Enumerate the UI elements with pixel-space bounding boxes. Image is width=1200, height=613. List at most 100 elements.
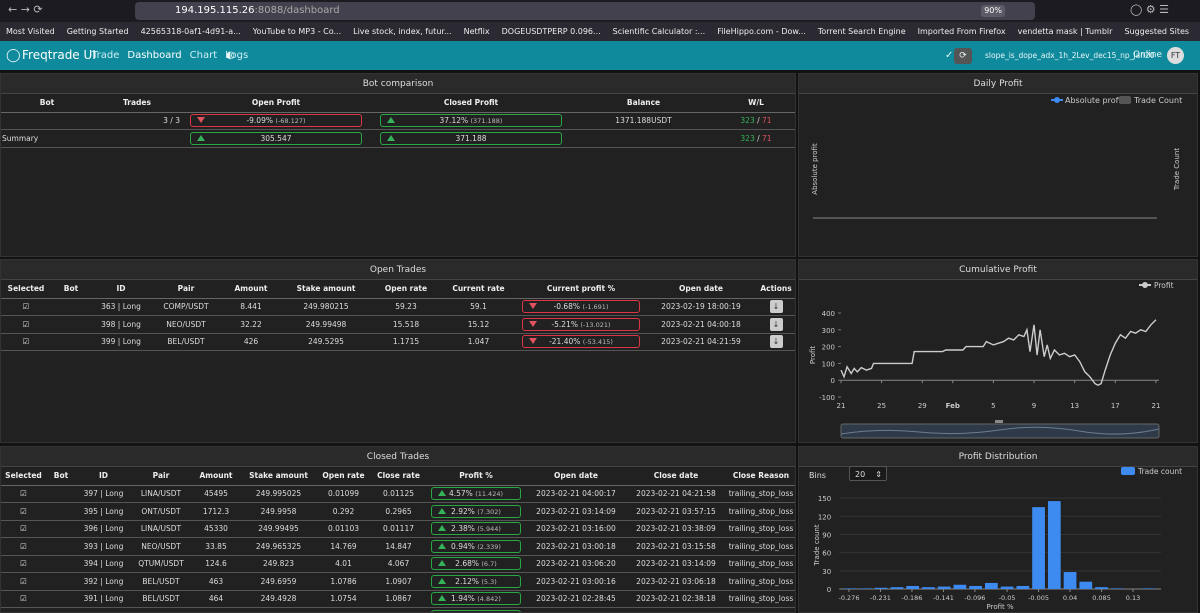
column-header: Open date [646, 280, 756, 299]
bookmark[interactable]: vendetta mask | Tumblr [1017, 27, 1113, 36]
y-tick-label: 150 [818, 495, 831, 503]
select-checkbox[interactable]: ☑ [1, 502, 46, 521]
nav-link[interactable]: Logs [225, 50, 249, 61]
wl-cell: 323 / 71 [716, 129, 795, 148]
bot-cell [46, 572, 76, 591]
trade-cell: 398 | Long [91, 315, 151, 334]
bookmark[interactable]: Getting Started [66, 27, 129, 36]
brand[interactable]: Freqtrade UI [22, 48, 96, 62]
refresh-button[interactable]: ⟳ [954, 48, 972, 64]
x-tick-label: 29 [918, 402, 927, 410]
column-header: ID [91, 280, 151, 299]
bookmark[interactable]: YouTube to MP3 - Co... [252, 27, 342, 36]
select-checkbox[interactable]: ☑ [1, 485, 46, 503]
column-header: Bot [51, 280, 91, 299]
select-checkbox[interactable]: ☑ [1, 298, 51, 316]
bookmark[interactable]: 42565318-0af1-4d91-a... [140, 27, 241, 36]
profit-badge: 305.547 [189, 131, 363, 145]
nav-buttons[interactable]: ← → ⟳ [8, 3, 43, 16]
select-checkbox[interactable]: ☑ [1, 572, 46, 591]
select-checkbox[interactable]: ☑ [1, 315, 51, 334]
actions-cell: ↓ [756, 298, 795, 316]
trade-cell: trailing_stop_loss [726, 555, 795, 573]
bookmark[interactable]: Most Visited [6, 27, 55, 36]
trade-cell: 426 [221, 333, 281, 351]
column-header: Close Reason [726, 467, 795, 486]
trade-cell: 14.769 [316, 537, 371, 556]
trade-cell: trailing_stop_loss [726, 502, 795, 521]
bookmark[interactable]: Live stock, index, futur... [353, 27, 452, 36]
profit-pct: 0.94% [451, 541, 475, 551]
bookmark[interactable]: Netflix [463, 27, 490, 36]
histogram-bar [843, 588, 857, 589]
profit-cell: 2.38% (5.944) [426, 520, 526, 538]
bookmark[interactable]: DOGEUSDTPERP 0.096... [501, 27, 601, 36]
open-trades-panel: Open Trades Selected Bot ID Pair Amount Stake… [0, 259, 796, 443]
trade-cell: 2023-02-21 03:15:58 [626, 537, 726, 556]
profit-pct: -21.40% [549, 337, 581, 347]
select-checkbox[interactable]: ☑ [1, 607, 46, 612]
open-profit-cell: -9.09% (-68.127) [181, 112, 371, 130]
select-checkbox[interactable]: ☑ [1, 333, 51, 351]
nav-link[interactable]: Chart [189, 50, 218, 61]
select-checkbox[interactable]: ☑ [1, 520, 46, 538]
panel-title: Profit Distribution [799, 447, 1197, 467]
y-tick-label: 400 [822, 310, 835, 318]
bookmark[interactable]: Torrent Search Engine [817, 27, 906, 36]
trade-cell: 1.0907 [371, 572, 426, 591]
trade-cell: 2023-02-21 04:00:17 [526, 485, 626, 503]
profit-badge: 0.94% (2.339) [430, 539, 522, 553]
profit-cell: 2.92% (7.302) [426, 502, 526, 521]
zoom-slider[interactable] [840, 423, 1160, 439]
trade-row: ☑ 363 | Long COMP/USDT 8.441 249.980215 59.23… [1, 298, 795, 316]
bookmark[interactable]: FileHippo.com - Dow... [717, 27, 806, 36]
zoom[interactable]: 90% [981, 5, 1005, 17]
trades-cell [93, 129, 181, 148]
y-tick-label: 120 [818, 513, 831, 521]
x-axis-label: Profit % [987, 603, 1014, 611]
bins-select[interactable]: 20 ⇕ [849, 466, 887, 481]
bot-row: 3 / 3 -9.09% (-68.127) 37.12% (371.188) 137… [1, 112, 795, 130]
losses: 71 [762, 116, 772, 126]
nav-link[interactable]: Trade [92, 50, 120, 61]
action-button[interactable]: ↓ [769, 300, 783, 314]
trade-cell: 8.441 [221, 298, 281, 316]
profit-cell: -5.21% (-13.021) [516, 315, 646, 334]
losses: 71 [762, 133, 772, 143]
nav-link[interactable]: Dashboard [127, 50, 182, 61]
trend-icon [529, 320, 538, 327]
url-bar[interactable]: 194.195.115.26:8088/dashboard 90% [135, 2, 1035, 20]
trend-icon [529, 303, 538, 310]
trade-cell: 2023-02-21 04:21:58 [626, 485, 726, 503]
trade-cell: 396 | Long [76, 520, 131, 538]
slider-handle[interactable] [995, 420, 1003, 423]
closed-trades-panel: Closed Trades Selected Bot ID Pair Amount Sta… [0, 446, 796, 613]
y-axis-label: Trade count [813, 524, 821, 566]
balance-cell: 1371.188USDT [571, 112, 716, 130]
histogram-bar [1079, 581, 1093, 589]
trade-row: ☑ 397 | Long LINA/USDT 45495 249.995025 0.010… [1, 485, 795, 503]
avatar[interactable]: FT [1167, 47, 1184, 64]
action-button[interactable]: ↓ [769, 317, 783, 331]
toolbar-icons[interactable]: ◯ ⚙ ☰ [1130, 3, 1170, 16]
profit-badge: -0.68% (-1.691) [522, 300, 640, 314]
bookmark[interactable]: Imported From Firefox [917, 27, 1006, 36]
legend-label: Absolute profit [1065, 96, 1124, 105]
trade-cell: 33.85 [191, 537, 241, 556]
bookmark[interactable]: Scientific Calculator :... [612, 27, 706, 36]
select-checkbox[interactable]: ☑ [1, 555, 46, 573]
y2-axis-label: Trade Count [1173, 148, 1181, 191]
trade-cell: 59.23 [371, 298, 441, 316]
histogram-bar [937, 586, 951, 589]
bookmark[interactable]: Suggested Sites [1124, 27, 1190, 36]
action-button[interactable]: ↓ [769, 335, 783, 349]
select-checkbox[interactable]: ☑ [1, 537, 46, 556]
legend-label: Profit [1154, 281, 1174, 290]
profit-cell: 2.18% (5.442) [426, 607, 526, 612]
x-tick-label: -0.096 [964, 594, 985, 602]
trade-cell: trailing_stop_loss [726, 572, 795, 591]
select-checkbox[interactable]: ☑ [1, 590, 46, 608]
profit-abs: (4.842) [477, 595, 501, 604]
x-tick-label: 21 [1151, 402, 1160, 410]
x-tick-label: -0.231 [870, 594, 891, 602]
